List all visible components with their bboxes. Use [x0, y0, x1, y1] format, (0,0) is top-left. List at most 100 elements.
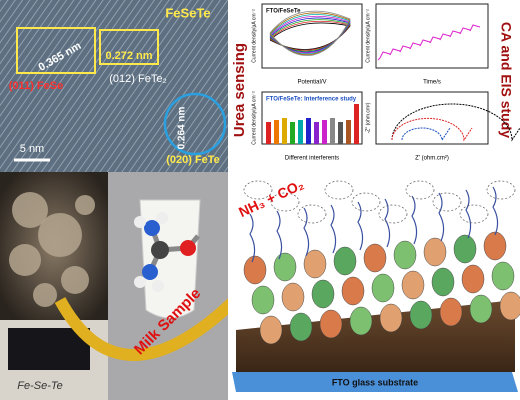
axis-label: Potential/V — [297, 80, 326, 86]
gas-cloud — [432, 192, 462, 212]
nanoparticle — [453, 234, 477, 264]
nanoparticle — [469, 294, 493, 324]
bar-shape — [338, 122, 343, 144]
nanoparticle — [483, 231, 507, 261]
particle — [75, 195, 95, 215]
gas-cloud — [378, 204, 408, 224]
atom — [152, 280, 164, 292]
nanoparticle — [491, 261, 515, 291]
fringe-box — [16, 27, 96, 74]
particle — [9, 244, 41, 276]
plane-label: (020) FeTe — [166, 154, 220, 166]
curve — [269, 10, 351, 57]
axis-label: Current density/µA cm⁻² — [365, 9, 371, 63]
nanoparticle — [243, 255, 267, 285]
nanoparticle — [379, 303, 403, 333]
nanoparticle — [363, 243, 387, 273]
curve — [391, 117, 473, 142]
atom — [180, 240, 196, 256]
electrode — [8, 328, 90, 370]
fto-substrate — [232, 372, 518, 392]
urease-chain — [303, 207, 310, 257]
nanoparticle — [273, 252, 297, 282]
curve — [401, 127, 451, 142]
atom — [151, 241, 169, 259]
nanoparticle — [289, 312, 313, 342]
urease-chain — [330, 204, 337, 254]
nanoparticle — [259, 315, 283, 345]
atom — [156, 212, 168, 224]
axis-label: Z' (ohm.cm²) — [415, 156, 449, 162]
axis-label: Time/s — [423, 80, 441, 86]
particle — [12, 192, 48, 228]
bar-shape — [274, 120, 279, 144]
urease-chain — [438, 192, 445, 242]
fringe-box — [99, 29, 159, 65]
nanoparticle — [461, 264, 485, 294]
axis-label: Current density/µA cm⁻² — [251, 9, 257, 63]
curve — [269, 12, 351, 55]
curve — [269, 22, 351, 50]
bar-shape — [314, 122, 319, 144]
atom — [142, 264, 158, 280]
plane-label: (011) FeSe — [9, 80, 63, 92]
axis-label: -Z'' (ohm.cm²) — [365, 102, 371, 133]
gas-cloud — [297, 204, 327, 224]
nanoparticle — [423, 237, 447, 267]
urease-chain — [384, 198, 391, 248]
bar-shape — [354, 104, 359, 144]
gas-cloud — [324, 180, 354, 200]
curve — [269, 14, 351, 55]
gas-cloud — [351, 192, 381, 212]
nanoparticle — [333, 246, 357, 276]
gas-cloud — [486, 180, 516, 200]
gas-cloud — [405, 180, 435, 200]
d-spacing: 0.272 nm — [105, 50, 152, 62]
urease-chain — [411, 195, 418, 245]
atom — [134, 216, 146, 228]
urease-chain — [492, 186, 499, 236]
nanoparticle — [371, 273, 395, 303]
nanoparticle — [303, 249, 327, 279]
nanoparticle — [281, 282, 305, 312]
urease-chain — [465, 189, 472, 239]
bar-shape — [330, 118, 335, 144]
urease-chain — [249, 213, 256, 263]
particle — [61, 266, 89, 294]
fringe-circle — [163, 92, 227, 156]
particle — [38, 213, 82, 257]
bar-shape — [322, 120, 327, 144]
curve — [269, 20, 351, 51]
atom — [134, 276, 146, 288]
nanoparticle — [311, 279, 335, 309]
nanoparticle — [341, 276, 365, 306]
axis-label: Different interferents — [285, 156, 339, 162]
plot-frame — [375, 3, 489, 69]
nanoparticle — [251, 285, 275, 315]
scale-label: 5 nm — [20, 143, 44, 155]
plot-title: FTO/FeSeTe — [266, 9, 301, 15]
nanoparticle — [319, 309, 343, 339]
gas-cloud — [270, 192, 300, 212]
nanoparticle — [431, 267, 455, 297]
gas-cloud — [459, 204, 489, 224]
atom — [144, 220, 160, 236]
curve — [269, 15, 351, 54]
nanoparticle — [499, 291, 520, 321]
urease-chain — [276, 210, 283, 260]
electrode-label: Fe-Se-Te — [17, 380, 62, 392]
side-label: CA and EIS study — [498, 22, 514, 138]
particle — [33, 283, 57, 307]
gas-cloud — [243, 180, 273, 200]
curve — [377, 24, 481, 61]
plot-frame — [375, 91, 489, 145]
bar-shape — [306, 118, 311, 144]
plot-title: FTO/FeSeTe: Interference study — [266, 97, 357, 103]
d-spacing: 0.264 nm — [177, 106, 188, 149]
nanoparticle — [349, 306, 373, 336]
bar-shape — [266, 122, 271, 144]
curve — [391, 103, 520, 142]
curve — [269, 17, 351, 53]
bar-shape — [298, 120, 303, 144]
